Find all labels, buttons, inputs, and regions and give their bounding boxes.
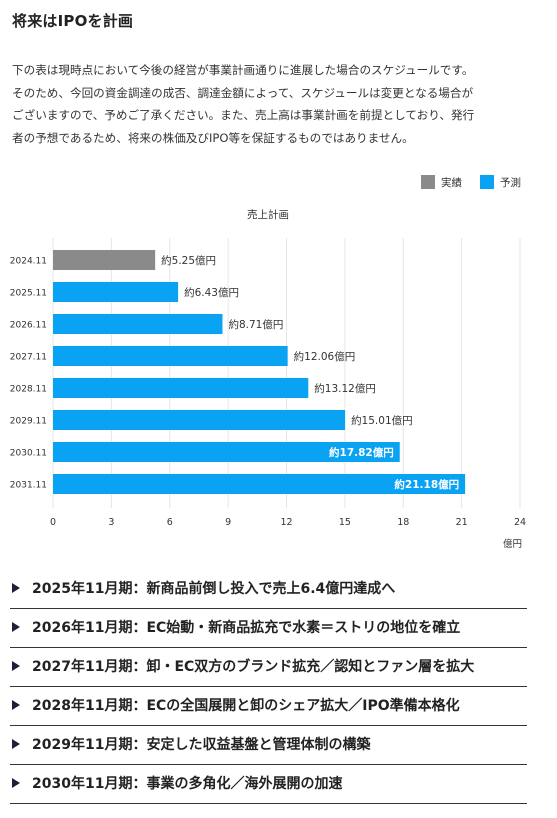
- value-label: 約21.18億円: [394, 478, 459, 491]
- legend-label: 予測: [500, 176, 521, 189]
- category-label: 2030.11: [10, 449, 47, 459]
- category-label: 2027.11: [10, 353, 47, 363]
- category-label: 2024.11: [10, 257, 47, 267]
- caret-right-icon: [12, 700, 20, 710]
- x-tick-label: 18: [397, 517, 409, 528]
- milestone-list: 2025年11月期：新商品前倒し投入で売上6.4億円達成へ 2026年11月期：…: [0, 570, 557, 804]
- x-tick-label: 15: [339, 517, 351, 528]
- legend-swatch-actual: [421, 175, 435, 189]
- caret-right-icon: [12, 622, 20, 632]
- milestone-item-2027[interactable]: 2027年11月期：卸・EC双方のブランド拡充／認知とファン層を拡大: [10, 648, 527, 687]
- caret-right-icon: [12, 661, 20, 671]
- bar-2028.11: [53, 378, 309, 398]
- category-label: 2025.11: [10, 289, 47, 299]
- milestone-label: 2028年11月期：ECの全国展開と卸のシェア拡大／IPO準備本格化: [32, 698, 460, 714]
- category-label: 2029.11: [10, 417, 47, 427]
- milestone-label: 2026年11月期：EC始動・新商品拡充で水素＝ストリの地位を確立: [32, 620, 461, 636]
- x-tick-label: 0: [50, 517, 56, 528]
- value-label: 約13.12億円: [314, 382, 376, 395]
- caret-right-icon: [12, 583, 20, 593]
- value-label: 約12.06億円: [294, 350, 356, 363]
- x-tick-label: 6: [167, 517, 173, 528]
- milestone-label: 2029年11月期：安定した収益基盤と管理体制の構築: [32, 737, 371, 753]
- intro-line: そのため、今回の資金調達の成否、調達金額によって、スケジュールは変更となる場合が: [12, 85, 474, 100]
- value-label: 約15.01億円: [351, 414, 413, 427]
- intro-line: 者の予想であるため、将来の株価及びIPO等を保証するものではありません。: [12, 130, 414, 145]
- x-tick-label: 9: [225, 517, 231, 528]
- milestone-item-2026[interactable]: 2026年11月期：EC始動・新商品拡充で水素＝ストリの地位を確立: [10, 609, 527, 648]
- milestone-label: 2025年11月期：新商品前倒し投入で売上6.4億円達成へ: [32, 581, 396, 597]
- bar-2027.11: [53, 346, 288, 366]
- x-tick-label: 24: [514, 517, 526, 528]
- caret-right-icon: [12, 778, 20, 788]
- value-label: 約17.82億円: [329, 446, 394, 459]
- page-title: 将来はIPOを計画: [12, 12, 134, 30]
- category-label: 2028.11: [10, 385, 47, 395]
- category-label: 2026.11: [10, 321, 47, 331]
- caret-right-icon: [12, 739, 20, 749]
- x-axis-label: 億円: [503, 538, 522, 550]
- bar-2030.11: [53, 442, 400, 462]
- bar-2025.11: [53, 282, 179, 302]
- milestone-label: 2030年11月期：事業の多角化／海外展開の加速: [32, 776, 343, 792]
- x-tick-label: 21: [456, 517, 468, 528]
- bar-2024.11: [53, 250, 156, 270]
- value-label: 約6.43億円: [184, 286, 239, 299]
- milestone-label: 2027年11月期：卸・EC双方のブランド拡充／認知とファン層を拡大: [32, 659, 475, 675]
- intro-line: 下の表は現時点において今後の経営が事業計画通りに進展した場合のスケジュールです。: [12, 63, 474, 77]
- value-label: 約5.25億円: [161, 254, 216, 267]
- milestone-item-2028[interactable]: 2028年11月期：ECの全国展開と卸のシェア拡大／IPO準備本格化: [10, 687, 527, 726]
- x-tick-label: 3: [108, 517, 114, 528]
- milestone-item-2025[interactable]: 2025年11月期：新商品前倒し投入で売上6.4億円達成へ: [10, 570, 527, 609]
- milestone-item-2029[interactable]: 2029年11月期：安定した収益基盤と管理体制の構築: [10, 726, 527, 765]
- category-label: 2031.11: [10, 481, 47, 491]
- x-tick-label: 12: [280, 517, 292, 528]
- legend-swatch-forecast: [480, 175, 494, 189]
- legend-label: 実績: [441, 176, 462, 189]
- milestone-item-2030[interactable]: 2030年11月期：事業の多角化／海外展開の加速: [10, 765, 527, 804]
- intro-line: ございますので、予めご了承ください。また、売上高は事業計画を前提としており、発行: [12, 108, 475, 122]
- intro-text: 下の表は現時点において今後の経営が事業計画通りに進展した場合のスケジュールです。…: [12, 59, 542, 149]
- bar-2031.11: [53, 474, 466, 494]
- bar-2029.11: [53, 410, 346, 430]
- chart-title: 売上計画: [247, 208, 289, 221]
- bar-2026.11: [53, 314, 223, 334]
- value-label: 約8.71億円: [228, 318, 283, 331]
